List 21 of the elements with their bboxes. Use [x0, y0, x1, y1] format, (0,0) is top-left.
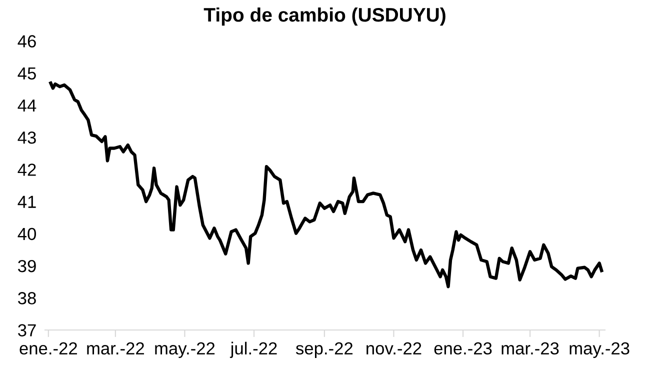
- y-tick-label: 45: [18, 67, 36, 80]
- x-tick-label: mar.-23: [502, 342, 559, 355]
- x-tick-label: mar.-22: [87, 342, 144, 355]
- y-tick-label: 42: [18, 164, 36, 176]
- y-tick-label: 40: [18, 228, 36, 240]
- x-tick-label: jul.-22: [230, 342, 277, 358]
- x-tick-label: may.-23: [570, 342, 630, 358]
- y-tick-label: 39: [18, 260, 36, 272]
- y-tick-label: 44: [18, 100, 36, 112]
- x-tick-label: sep.-22: [296, 342, 353, 358]
- chart-title: Tipo de cambio (USDUYU): [204, 7, 446, 26]
- y-tick-label: 41: [18, 196, 36, 208]
- x-tick-label: nov.-22: [366, 342, 422, 355]
- y-tick-label: 46: [18, 35, 36, 48]
- x-tick-label: may.-22: [155, 342, 215, 358]
- line-series: [49, 81, 604, 288]
- y-tick-label: 38: [18, 292, 36, 304]
- y-tick-label: 37: [18, 324, 36, 336]
- x-tick-label: ene.-22: [20, 342, 77, 355]
- y-tick-label: 43: [18, 132, 36, 144]
- x-tick-label: ene.-23: [434, 342, 492, 355]
